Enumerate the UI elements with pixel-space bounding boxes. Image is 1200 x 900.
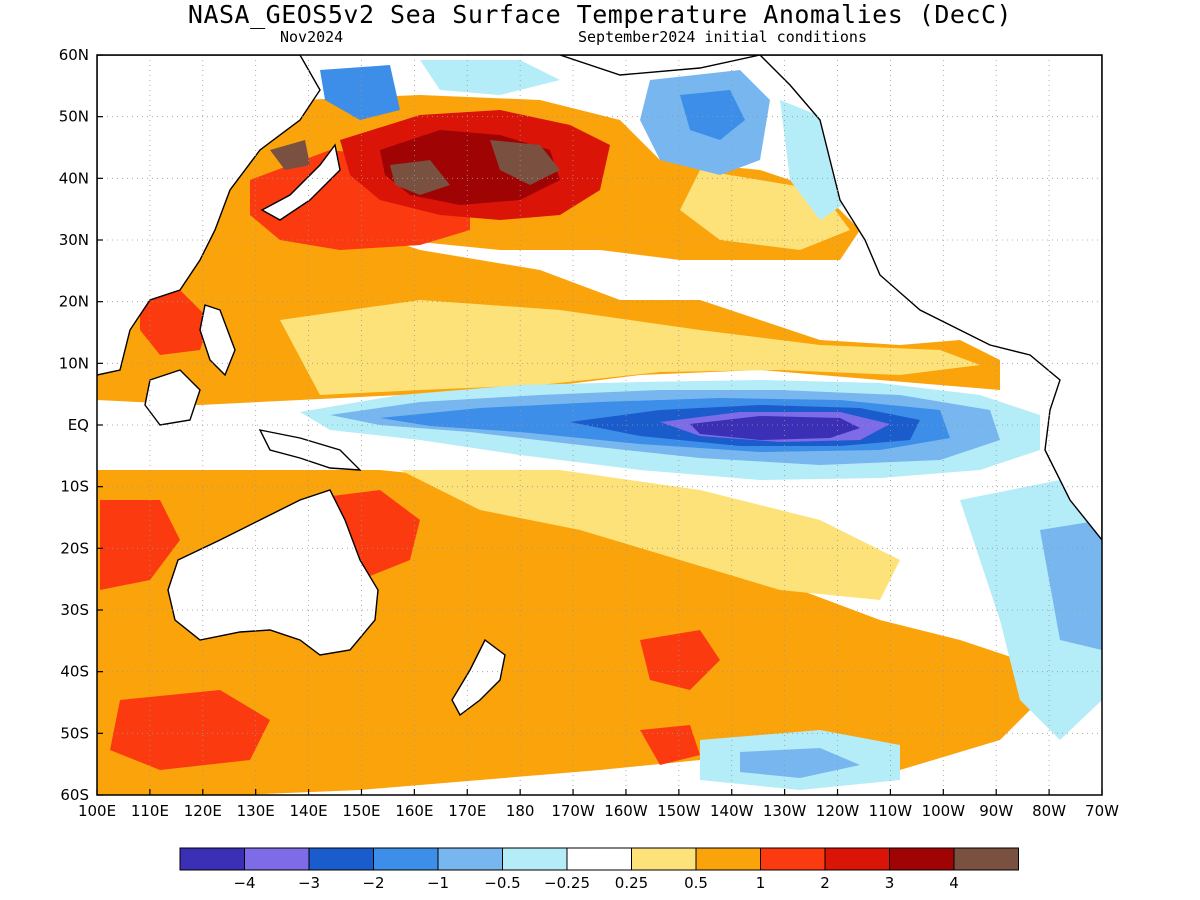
colorbar-label: 1 [756,874,766,892]
lat-tick-label: 40S [60,663,89,681]
colorbar-swatch [437,847,503,871]
coastlines [97,55,1102,717]
lat-tick-label: 60N [59,46,89,64]
colorbar-swatch [179,847,245,871]
forecast-month: Nov2024 [280,28,344,46]
lon-tick-label: 170W [551,802,595,820]
colorbar-swatch [889,847,955,871]
borneo-coast [144,369,201,426]
colorbar-label: −2 [362,874,384,892]
lon-tick-label: 80W [1032,802,1066,820]
lon-tick-label: 100W [922,802,966,820]
lat-tick-label: 20S [60,539,89,557]
lat-tick-label: EQ [68,416,89,434]
colorbar-label: −0.25 [544,874,590,892]
new-guinea-coast [258,429,362,471]
colorbar-label: 0.5 [684,874,708,892]
lon-tick-label: 170E [448,802,486,820]
lat-tick-label: 50S [60,724,89,742]
japan-coast [260,143,341,221]
lat-tick-label: 40N [59,169,89,187]
colorbar-label: 2 [820,874,830,892]
lat-tick-label: 20N [59,293,89,311]
lon-tick-label: 120E [184,802,222,820]
latitude-axis: 60N 50N 40N 30N 20N 10N EQ 10S 20S 30S 40S 50S 60S [59,46,103,804]
colorbar-swatch [695,847,761,871]
colorbar-label: 0.25 [615,874,648,892]
lon-tick-label: 180 [506,802,535,820]
lon-tick-label: 130W [763,802,807,820]
lon-tick-label: 140W [710,802,754,820]
colorbar-swatch [373,847,439,871]
colorbar-label: 3 [885,874,895,892]
colorbar-swatch [244,847,310,871]
alaska-coast [559,55,761,76]
colorbar-label: −0.5 [484,874,520,892]
grid-lines [97,55,1102,795]
colorbar-swatch [631,847,697,871]
asia-coast [97,55,321,376]
colorbar-swatch [308,847,374,871]
longitude-axis: 100E 110E 120E 130E 140E 150E 160E 170E 180 170W 1… [78,789,1119,820]
americas-coast [759,55,1102,542]
lon-tick-label: 110W [869,802,913,820]
lat-tick-label: 50N [59,108,89,126]
colorbar-label: −1 [427,874,449,892]
lon-tick-label: 160E [395,802,433,820]
lat-tick-label: 30N [59,231,89,249]
figure-title: NASA_GEOS5v2 Sea Surface Temperature Ano… [187,0,1013,29]
lon-tick-label: 100E [78,802,116,820]
lon-tick-label: 150W [657,802,701,820]
colorbar-swatch [566,847,632,871]
philippines-coast [199,304,236,377]
lon-tick-label: 150E [342,802,380,820]
australia-coast [167,489,379,656]
colorbar: −4 −3 −2 −1 −0.5 −0.25 0.25 0.5 1 2 3 4 [179,847,1019,892]
lat-tick-label: 30S [60,601,89,619]
initial-conditions: September2024 initial conditions [578,28,867,46]
colorbar-swatch [953,847,1019,871]
lon-tick-label: 140E [290,802,328,820]
lat-tick-label: 10S [60,478,89,496]
lat-tick-label: 10N [59,354,89,372]
colorbar-swatch [502,847,568,871]
colorbar-label: −3 [298,874,320,892]
lon-tick-label: 160W [604,802,648,820]
colorbar-label: 4 [949,874,959,892]
lon-tick-label: 120W [816,802,860,820]
colorbar-swatch [824,847,890,871]
lon-tick-label: 110E [131,802,169,820]
lat-tick-label: 60S [60,786,89,804]
lon-tick-label: 90W [979,802,1013,820]
colorbar-label: −4 [233,874,255,892]
lon-tick-label: 70W [1085,802,1119,820]
colorbar-swatch [760,847,826,871]
lon-tick-label: 130E [237,802,275,820]
